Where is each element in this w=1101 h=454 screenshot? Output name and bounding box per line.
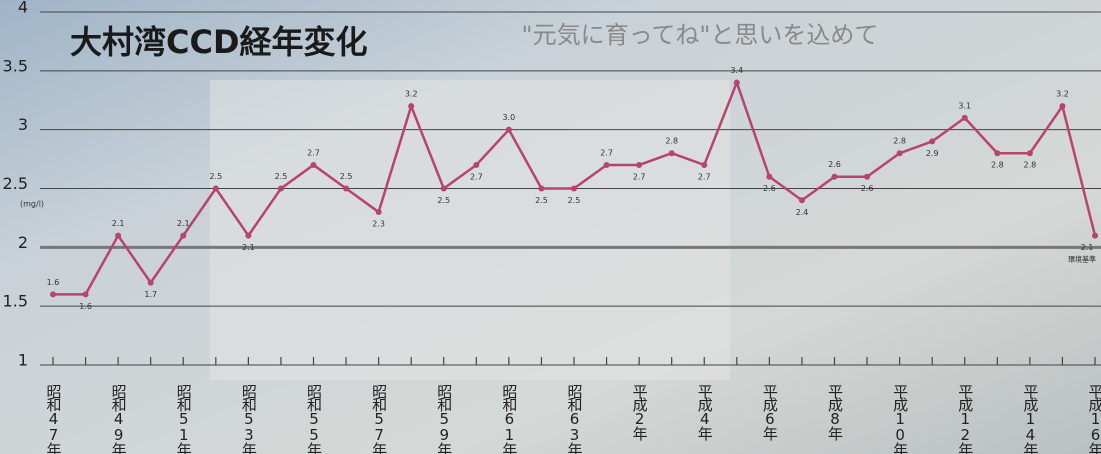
data-label: 2.7 bbox=[633, 172, 646, 181]
point bbox=[864, 173, 871, 180]
x-tick-label: 平成6年 bbox=[761, 384, 779, 441]
point bbox=[375, 209, 382, 216]
y-tick-label: 2 bbox=[18, 233, 28, 252]
data-label: 2.5 bbox=[275, 172, 288, 181]
x-tick-label: 平成4年 bbox=[696, 384, 714, 441]
data-label: 2.7 bbox=[307, 148, 320, 157]
y-tick-label: 4 bbox=[18, 0, 28, 17]
point bbox=[733, 79, 740, 86]
data-label: 2.5 bbox=[340, 172, 353, 181]
x-tick-label: 昭和47年 bbox=[45, 384, 63, 454]
x-tick-label: 平成12年 bbox=[956, 384, 974, 454]
data-label: 2.8 bbox=[991, 161, 1004, 170]
x-tick-label: 昭和49年 bbox=[110, 384, 128, 454]
point bbox=[147, 279, 154, 286]
x-tick-label: 昭和51年 bbox=[175, 384, 193, 454]
data-label: 2.6 bbox=[828, 160, 841, 169]
data-label: 2.4 bbox=[796, 208, 809, 217]
data-label: 2.1 bbox=[1081, 243, 1094, 252]
x-tick-label: 昭和63年 bbox=[566, 384, 584, 454]
data-label: 2.6 bbox=[861, 184, 874, 193]
data-label: 3.1 bbox=[958, 101, 971, 110]
data-label: 2.6 bbox=[763, 184, 776, 193]
background-text: "元気に育ってね"と思いを込めて bbox=[522, 21, 879, 49]
point bbox=[505, 126, 512, 133]
point bbox=[994, 150, 1001, 157]
point bbox=[277, 185, 284, 192]
x-tick-label: 平成2年 bbox=[631, 384, 649, 441]
data-label: 3.2 bbox=[1056, 90, 1069, 99]
point bbox=[929, 138, 936, 145]
point bbox=[180, 232, 187, 239]
y-tick-label: 2.5 bbox=[3, 174, 28, 193]
data-label: 2.9 bbox=[926, 149, 939, 158]
point bbox=[798, 197, 805, 204]
y-tick-label: 3.5 bbox=[3, 56, 28, 75]
point bbox=[408, 103, 415, 110]
point bbox=[571, 185, 577, 192]
point bbox=[1092, 232, 1098, 239]
data-label: 2.1 bbox=[242, 243, 255, 252]
point bbox=[766, 173, 773, 180]
y-tick-label: 1 bbox=[18, 351, 28, 370]
point bbox=[538, 185, 545, 192]
data-label: 2.8 bbox=[1024, 161, 1037, 170]
point bbox=[701, 161, 708, 168]
data-label: 3.2 bbox=[405, 90, 418, 99]
point bbox=[1026, 150, 1033, 157]
x-tick-label: 昭和59年 bbox=[435, 384, 453, 454]
x-tick-label: 昭和55年 bbox=[305, 384, 323, 454]
point bbox=[668, 150, 675, 157]
point bbox=[82, 291, 89, 298]
point bbox=[440, 185, 447, 192]
point bbox=[961, 114, 968, 121]
point bbox=[831, 173, 838, 180]
data-label: 2.5 bbox=[437, 196, 450, 205]
data-label: 3.4 bbox=[730, 66, 743, 75]
data-label: 1.7 bbox=[144, 290, 157, 299]
point bbox=[50, 291, 56, 298]
x-tick-label: 平成10年 bbox=[891, 384, 909, 454]
data-label: 2.3 bbox=[372, 220, 385, 229]
data-label: 1.6 bbox=[79, 302, 92, 311]
y-tick-label: 3 bbox=[18, 115, 28, 134]
point bbox=[343, 185, 350, 192]
x-tick-label: 平成8年 bbox=[826, 384, 844, 441]
data-label: 2.8 bbox=[665, 137, 678, 146]
point bbox=[212, 185, 219, 192]
data-label: 2.5 bbox=[209, 172, 222, 181]
data-label: 2.7 bbox=[698, 172, 711, 181]
data-label: 2.7 bbox=[470, 172, 483, 181]
point bbox=[115, 232, 122, 239]
data-label: 3.0 bbox=[503, 113, 516, 122]
x-tick-label: 昭和53年 bbox=[240, 384, 258, 454]
point bbox=[310, 161, 317, 168]
point bbox=[245, 232, 252, 239]
photo-area bbox=[210, 80, 730, 380]
data-label: 2.5 bbox=[568, 196, 581, 205]
y-tick-label: 1.5 bbox=[3, 292, 28, 311]
reference-label: 環境基準 bbox=[1068, 254, 1096, 263]
point bbox=[1059, 103, 1066, 110]
point bbox=[896, 150, 903, 157]
x-tick-label: 昭和61年 bbox=[500, 384, 518, 454]
point bbox=[473, 161, 480, 168]
chart-title: 大村湾CCD経年変化 bbox=[70, 23, 368, 61]
data-label: 2.8 bbox=[893, 137, 906, 146]
x-tick-label: 平成16年 bbox=[1087, 384, 1101, 454]
point bbox=[636, 161, 643, 168]
data-label: 2.7 bbox=[600, 148, 613, 157]
point bbox=[603, 161, 610, 168]
x-tick-label: 昭和57年 bbox=[370, 384, 388, 454]
y-unit: (mg/l) bbox=[20, 200, 44, 209]
x-tick-label: 平成14年 bbox=[1021, 384, 1039, 454]
data-label: 2.1 bbox=[112, 219, 125, 228]
data-label: 1.6 bbox=[47, 278, 60, 287]
data-label: 2.1 bbox=[177, 219, 190, 228]
data-label: 2.5 bbox=[535, 196, 548, 205]
